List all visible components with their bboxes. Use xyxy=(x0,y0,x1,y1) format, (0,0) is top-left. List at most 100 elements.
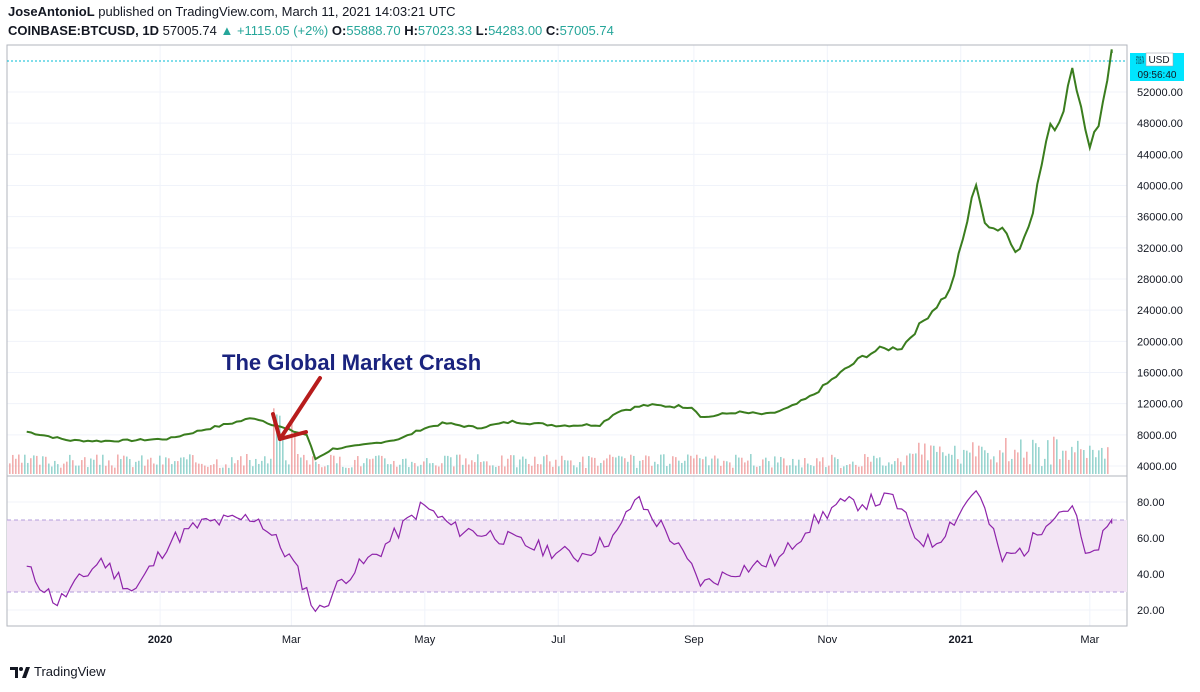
volume-bar xyxy=(582,456,584,474)
volume-bar xyxy=(21,462,23,474)
low-label: L: xyxy=(475,23,489,38)
volume-bar xyxy=(984,450,986,474)
volume-bar xyxy=(609,454,611,474)
volume-bar xyxy=(936,451,938,474)
volume-bar xyxy=(1038,447,1040,474)
volume-bar xyxy=(927,460,929,474)
volume-bar xyxy=(933,445,935,474)
volume-bar xyxy=(747,460,749,474)
volume-bar xyxy=(762,459,764,474)
volume-bar xyxy=(816,458,818,474)
volume-bar xyxy=(516,467,518,474)
price-tick-label: 48000.00 xyxy=(1137,118,1183,130)
volume-bar xyxy=(180,457,182,474)
volume-bar xyxy=(51,466,53,474)
volume-bar xyxy=(270,458,272,474)
volume-bar xyxy=(513,455,515,474)
volume-bar xyxy=(135,461,137,474)
volume-bar xyxy=(444,455,446,474)
volume-bar xyxy=(354,459,356,474)
volume-bar xyxy=(999,450,1001,474)
time-tick-label: Sep xyxy=(684,634,704,646)
volume-bar xyxy=(9,463,11,474)
volume-bar xyxy=(585,467,587,474)
chart-frame xyxy=(6,44,1128,627)
volume-bar xyxy=(918,442,920,474)
time-tick-label: Jul xyxy=(551,634,565,646)
volume-bar xyxy=(915,453,917,474)
volume-bar xyxy=(1068,459,1070,474)
volume-bar xyxy=(75,465,77,474)
rsi-axis[interactable]: 80.00 60.00 40.00 20.00 xyxy=(1137,497,1165,617)
volume-bar xyxy=(864,454,866,474)
rsi-tick-label: 80.00 xyxy=(1137,497,1165,509)
volume-bar xyxy=(876,458,878,474)
volume-bar xyxy=(1041,466,1043,474)
volume-bar xyxy=(657,464,659,474)
volume-bar xyxy=(351,467,353,474)
volume-bar xyxy=(87,467,89,474)
volume-bar xyxy=(93,459,95,474)
volume-bar xyxy=(996,462,998,474)
price-tick-label: 52000.00 xyxy=(1137,87,1183,99)
volume-bar xyxy=(378,455,380,474)
volume-bar xyxy=(12,454,14,474)
volume-bar xyxy=(723,460,725,474)
volume-bar xyxy=(261,460,263,474)
volume-bar xyxy=(1059,459,1061,474)
symbol-info: COINBASE:BTCUSD, 1D 57005.74 ▲ +1115.05 … xyxy=(8,23,614,38)
volume-bar xyxy=(963,449,965,474)
volume-bar xyxy=(318,464,320,474)
volume-bar xyxy=(570,460,572,474)
volume-bar xyxy=(831,454,833,474)
volume-bar xyxy=(696,454,698,474)
volume-bar xyxy=(1008,461,1010,474)
volume-bar xyxy=(225,464,227,474)
volume-bar xyxy=(921,454,923,474)
volume-bar xyxy=(228,467,230,474)
volume-bar xyxy=(1056,439,1058,474)
price-series-line xyxy=(26,49,1113,461)
volume-bar xyxy=(810,465,812,474)
time-axis[interactable]: 2020 Mar May Jul Sep Nov 2021 Mar xyxy=(148,634,1100,646)
volume-bar xyxy=(327,465,329,474)
author-name[interactable]: JoseAntonioL xyxy=(8,4,95,19)
volume-bar xyxy=(654,461,656,474)
volume-bar xyxy=(492,465,494,474)
rsi-tick-label: 20.00 xyxy=(1137,605,1165,617)
volume-bar xyxy=(363,463,365,474)
volume-bar xyxy=(1089,445,1091,474)
volume-bar xyxy=(768,461,770,474)
volume-bar xyxy=(39,464,41,474)
volume-bar xyxy=(183,457,185,474)
volume-bar xyxy=(24,454,26,474)
footer-brand[interactable]: TradingView xyxy=(34,664,106,679)
volume-bar xyxy=(138,460,140,474)
volume-bar xyxy=(567,460,569,474)
volume-bar xyxy=(849,464,851,474)
volume-bar xyxy=(258,463,260,474)
volume-bar xyxy=(687,454,689,474)
volume-bar xyxy=(1029,464,1031,474)
volume-bar xyxy=(372,458,374,474)
volume-bar xyxy=(711,458,713,474)
volume-bar xyxy=(252,466,254,474)
volume-bar xyxy=(471,460,473,474)
price-axis[interactable]: 52000.00 48000.00 44000.00 40000.00 36000.00… xyxy=(1137,87,1183,473)
time-tick-label: May xyxy=(414,634,435,646)
price-badge: USD 57005.74 09:56:40 xyxy=(1130,52,1184,81)
time-tick-label: 2021 xyxy=(949,634,973,646)
annotation-text: The Global Market Crash xyxy=(222,350,481,375)
volume-bar xyxy=(324,466,326,474)
volume-bar xyxy=(558,466,560,474)
volume-bar xyxy=(72,460,74,474)
volume-bar xyxy=(759,466,761,474)
volume-bar xyxy=(861,466,863,474)
volume-bar xyxy=(780,456,782,474)
volume-bar xyxy=(741,457,743,474)
volume-bar xyxy=(1005,437,1007,474)
volume-bar xyxy=(510,455,512,474)
volume-bar xyxy=(348,467,350,474)
price-tick-label: 40000.00 xyxy=(1137,181,1183,193)
